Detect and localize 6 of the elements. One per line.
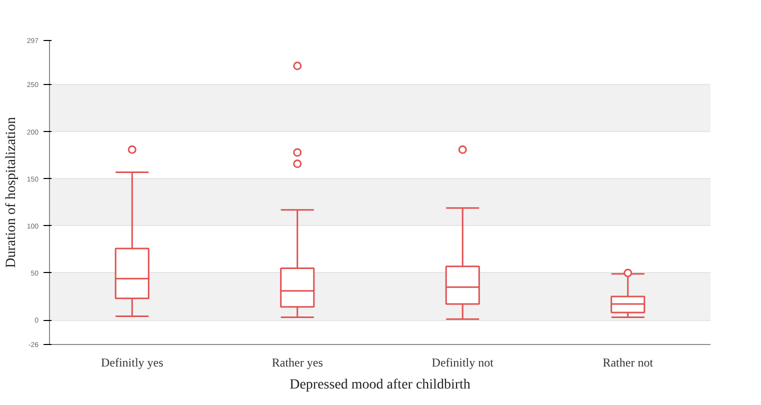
x-axis-title: Depressed mood after childbirth xyxy=(290,378,470,392)
y-axis-title: Duration of hospitalization xyxy=(4,117,19,268)
x-tick-label: Definitly not xyxy=(432,356,494,370)
x-tick-label: Definitly yes xyxy=(100,356,164,370)
x-tick-label: Rather not xyxy=(602,356,654,370)
x-tick-label: Rather yes xyxy=(272,356,324,370)
